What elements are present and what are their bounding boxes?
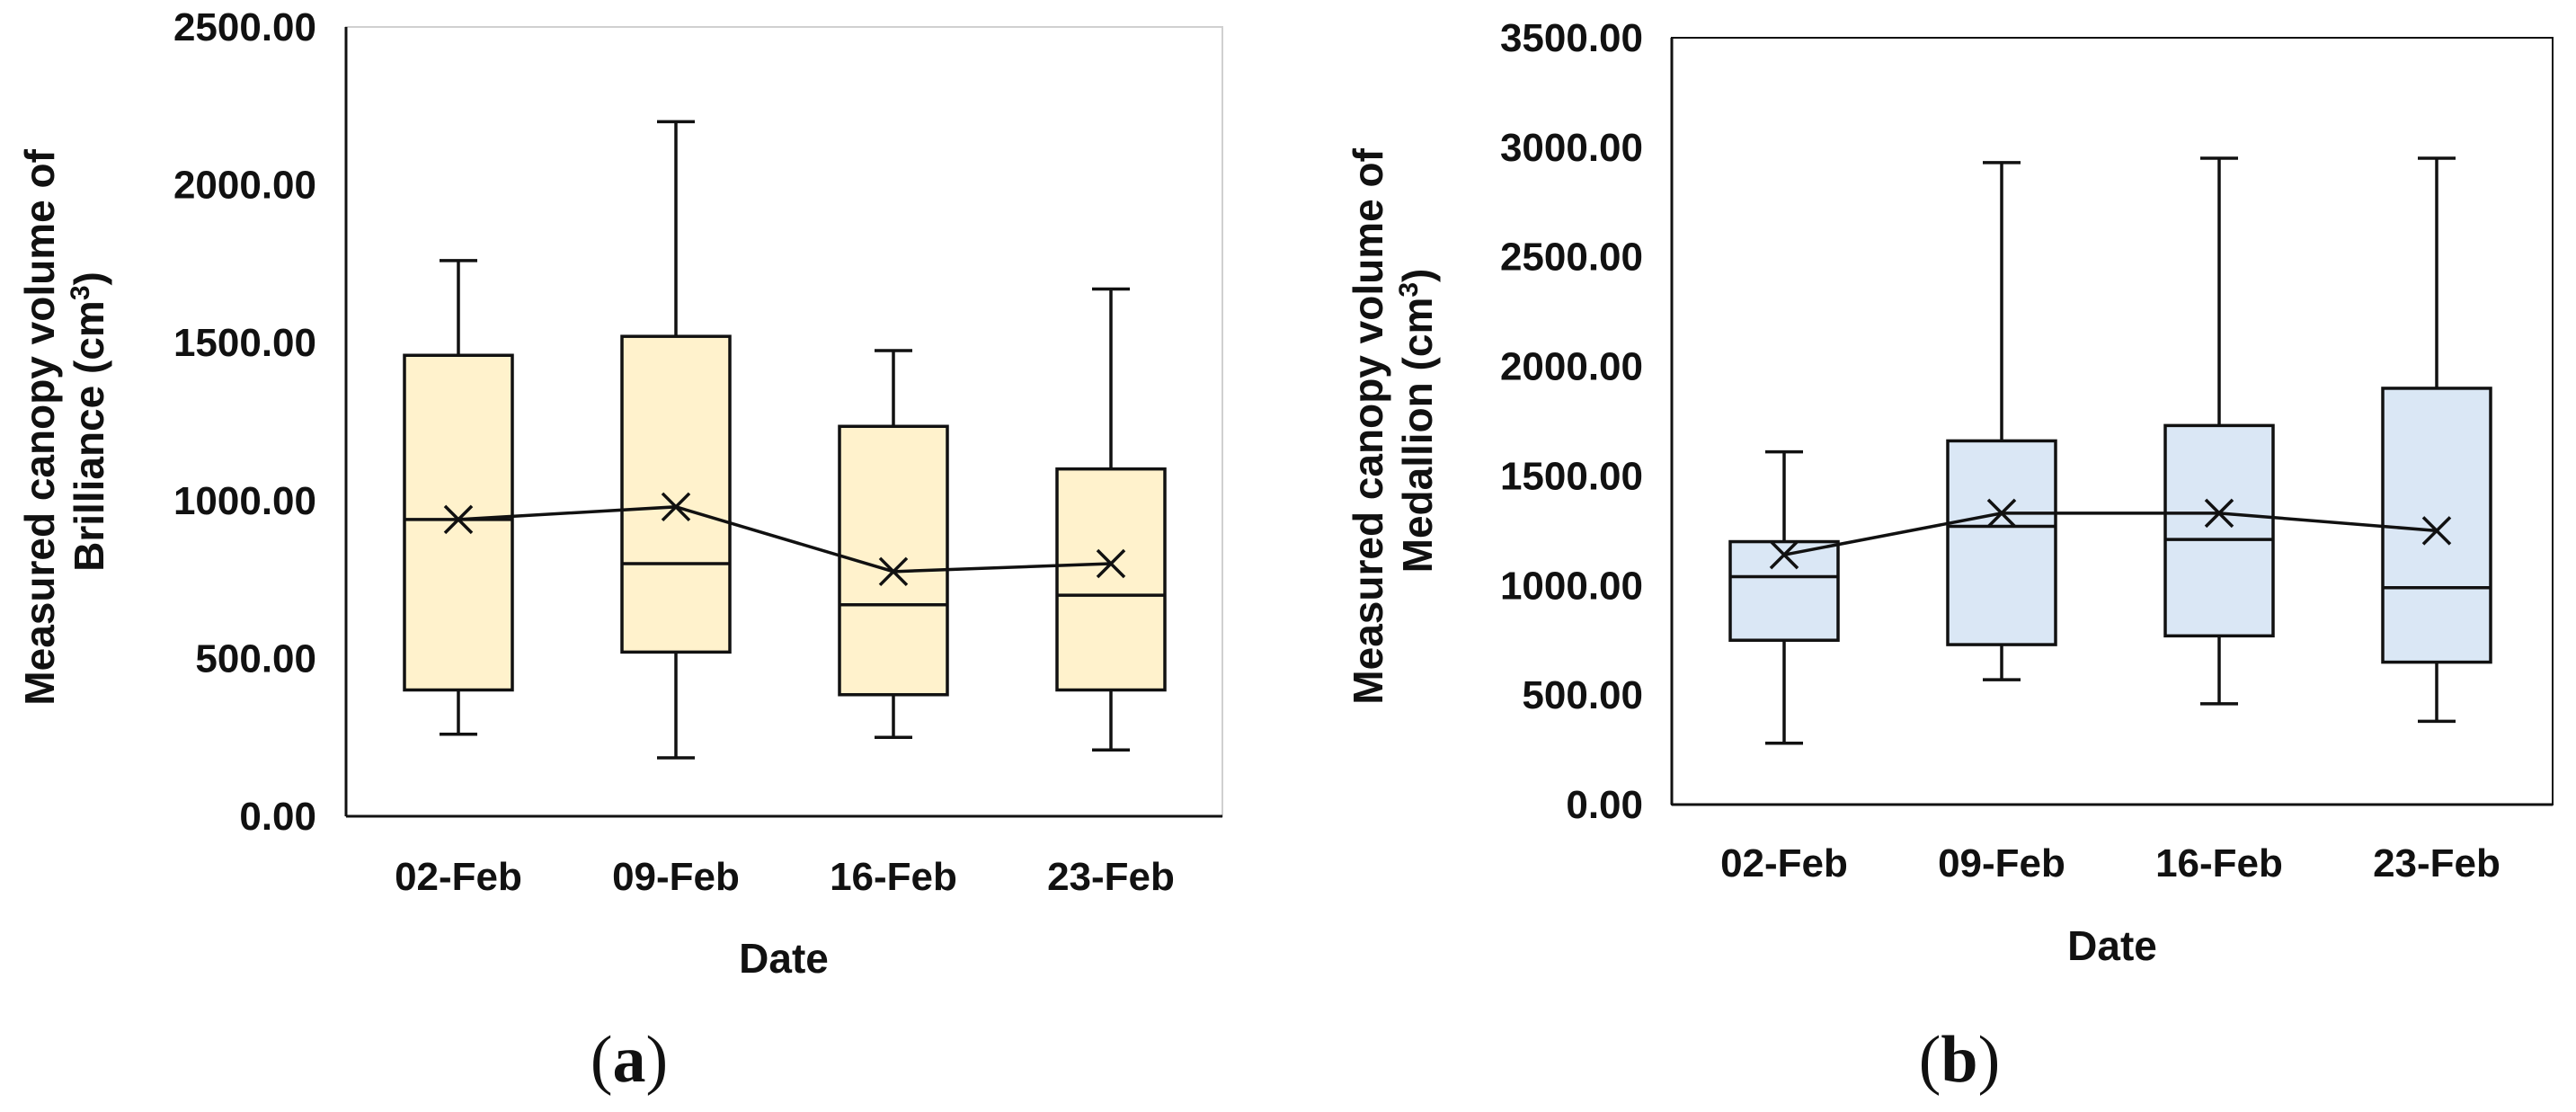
y-axis-title-a: Measured canopy volume of Brilliance (cm…: [16, 138, 112, 705]
x-tick-labels-a: 02-Feb 09-Feb 16-Feb 23-Feb: [395, 855, 1175, 899]
y-tick-label: 1000.00: [1500, 564, 1643, 608]
x-axis-title-b: Date: [2067, 922, 2157, 969]
mean-marker: [2421, 516, 2452, 546]
x-axis-title-a: Date: [739, 935, 829, 982]
y-axis-title-b: Measured canopy volume of Medallion (cm3…: [1345, 137, 1441, 704]
y-tick-label: 0.00: [1566, 783, 1643, 827]
y-tick-label: 2500.00: [1500, 236, 1643, 280]
y-axis-title-line2-b: Medallion (cm3): [1394, 269, 1441, 574]
y-tick-label: 1000.00: [173, 479, 316, 523]
x-tick-label: 09-Feb: [612, 855, 740, 899]
mean-marker: [661, 492, 691, 522]
boxplot-02-Feb: [1728, 449, 1840, 745]
mean-markers-a: [443, 492, 1126, 587]
y-tick-label: 3000.00: [1500, 126, 1643, 170]
mean-line-a: [457, 505, 1112, 574]
boxplot-09-Feb: [620, 120, 732, 760]
panel-label-a: (a): [591, 1023, 668, 1097]
x-tick-label: 02-Feb: [1720, 841, 1848, 885]
mean-marker: [1769, 539, 1799, 570]
boxplot-23-Feb: [2381, 156, 2492, 724]
y-tick-label: 1500.00: [173, 321, 316, 365]
y-axis-title-line2-a: Brilliance (cm3): [66, 271, 112, 572]
x-tick-label: 09-Feb: [1938, 841, 2065, 885]
mean-markers-b: [1769, 498, 2452, 570]
mean-marker: [2204, 498, 2234, 529]
box-iqr: [2163, 423, 2275, 638]
x-tick-label: 23-Feb: [1047, 855, 1175, 899]
panel-b: 0.00 500.00 1000.00 1500.00 2000.00 2500.00 30…: [1345, 16, 2554, 1097]
mean-marker: [1096, 548, 1126, 579]
boxplot-16-Feb: [2163, 156, 2275, 706]
y-tick-label: 2000.00: [1500, 345, 1643, 389]
x-tick-label: 16-Feb: [830, 855, 957, 899]
y-axis-title-line1-b: Measured canopy volume of: [1345, 147, 1391, 704]
y-tick-label: 3500.00: [1500, 16, 1643, 60]
mean-marker: [443, 504, 474, 535]
box-iqr: [620, 334, 732, 654]
panel-label-b: (b): [1919, 1023, 2000, 1097]
boxplot-02-Feb: [403, 259, 514, 736]
y-tick-label: 0.00: [239, 795, 316, 839]
boxplot-23-Feb: [1055, 287, 1167, 752]
mean-marker: [878, 556, 909, 587]
boxplot-09-Feb: [1946, 161, 2057, 681]
x-tick-labels-b: 02-Feb 09-Feb 16-Feb 23-Feb: [1720, 841, 2500, 885]
box-iqr: [1055, 467, 1167, 692]
box-iqr: [1946, 439, 2057, 646]
x-tick-label: 02-Feb: [395, 855, 522, 899]
box-iqr: [2381, 387, 2492, 664]
y-tick-label: 2500.00: [173, 5, 316, 49]
x-tick-label: 23-Feb: [2373, 841, 2500, 885]
y-tick-label: 1500.00: [1500, 454, 1643, 498]
y-tick-labels-b: 0.00 500.00 1000.00 1500.00 2000.00 2500.00 30…: [1500, 16, 1643, 827]
mean-marker: [1986, 498, 2017, 529]
y-axis-title-line1-a: Measured canopy volume of: [16, 148, 63, 705]
y-tick-label: 2000.00: [173, 164, 316, 208]
y-tick-labels-a: 0.00 500.00 1000.00 1500.00 2000.00 2500.00: [173, 5, 316, 839]
x-tick-label: 16-Feb: [2155, 841, 2283, 885]
mean-line-b: [1783, 512, 2438, 556]
box-iqr: [1728, 539, 1840, 642]
panel-a: 0.00 500.00 1000.00 1500.00 2000.00 2500.00 0…: [16, 5, 1223, 1097]
y-tick-label: 500.00: [195, 636, 316, 681]
boxplots-b: [1728, 156, 2492, 745]
box-iqr: [403, 353, 514, 692]
y-tick-label: 500.00: [1522, 673, 1643, 717]
boxplots-a: [403, 120, 1167, 760]
